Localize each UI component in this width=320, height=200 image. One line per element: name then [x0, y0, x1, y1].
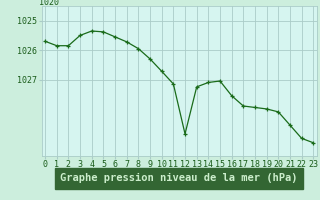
Text: 1020: 1020 [39, 0, 59, 7]
X-axis label: Graphe pression niveau de la mer (hPa): Graphe pression niveau de la mer (hPa) [60, 173, 298, 183]
